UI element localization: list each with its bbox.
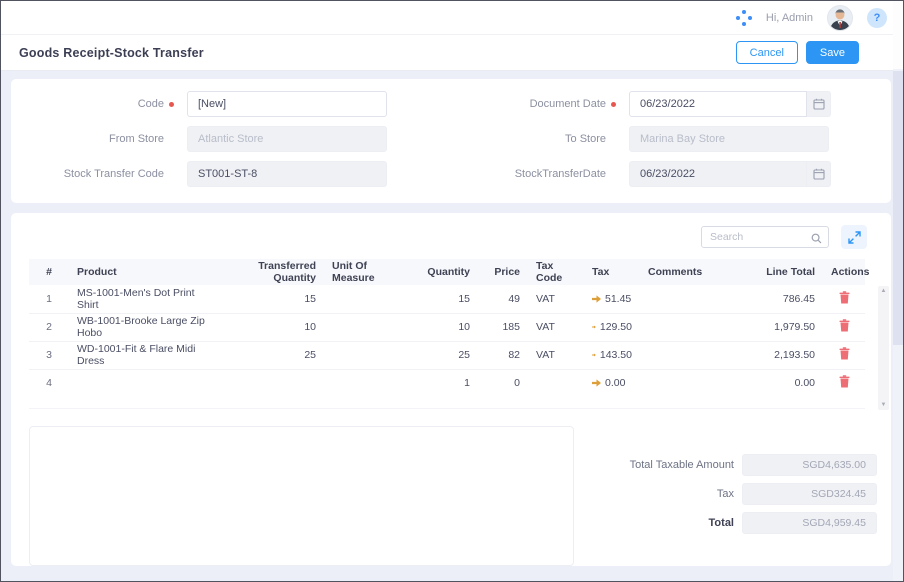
trash-icon [839, 319, 850, 332]
delete-row-button[interactable] [839, 375, 850, 388]
line-items-card: # Product Transferred Quantity Unit Of M… [11, 213, 891, 566]
table-header-row: # Product Transferred Quantity Unit Of M… [29, 259, 865, 285]
col-actions: Actions [823, 259, 865, 285]
apps-dots-icon[interactable] [736, 10, 752, 26]
field-stock-transfer-code: Stock Transfer Code ST001-ST-8 [29, 161, 431, 187]
scroll-down-icon[interactable]: ▼ [881, 402, 887, 408]
transfer-form-card: Code [New] Document Date 06/23/2022 [11, 79, 891, 203]
product-cell: MS-1001-Men's Dot Print Shirt [69, 285, 219, 313]
field-stock-transfer-date: StockTransferDate 06/23/2022 [471, 161, 873, 187]
field-code: Code [New] [29, 91, 431, 117]
to-store-label: To Store [471, 133, 606, 145]
table-row: 1 MS-1001-Men's Dot Print Shirt 15 15 49… [29, 285, 865, 313]
search-icon [811, 231, 822, 249]
table-row: 2 WB-1001-Brooke Large Zip Hobo 10 10 18… [29, 313, 865, 341]
line-items-table: # Product Transferred Quantity Unit Of M… [29, 259, 877, 409]
stock-transfer-date-input: 06/23/2022 [629, 161, 807, 187]
table-search [701, 226, 829, 248]
col-price: Price [478, 259, 528, 285]
stock-transfer-code-input: ST001-ST-8 [187, 161, 387, 187]
help-icon[interactable]: ? [867, 8, 887, 28]
scroll-up-icon[interactable]: ▲ [881, 288, 887, 294]
total-taxable-label: Total Taxable Amount [630, 459, 734, 471]
document-date-input[interactable]: 06/23/2022 [629, 91, 807, 117]
col-tax-code: Tax Code [528, 259, 584, 285]
calendar-icon[interactable] [807, 161, 831, 187]
col-product: Product [69, 259, 219, 285]
table-row: 4 1 0 0.00 0.00 [29, 369, 865, 397]
tax-row: Tax SGD324.45 [574, 483, 877, 505]
grand-total-value: SGD4,959.45 [742, 512, 877, 534]
table-row: 3 WD-1001-Fit & Flare Midi Dress 25 25 8… [29, 341, 865, 369]
tax-arrow-icon [592, 351, 596, 359]
required-marker [611, 102, 616, 107]
user-avatar[interactable] [827, 5, 853, 31]
tax-arrow-icon [592, 295, 601, 303]
total-taxable-row: Total Taxable Amount SGD4,635.00 [574, 454, 877, 476]
app-window: Hi, Admin ? Goods Receipt-Stock Transfer… [0, 0, 904, 582]
product-cell: WB-1001-Brooke Large Zip Hobo [69, 313, 219, 341]
col-tax: Tax [584, 259, 640, 285]
from-store-label: From Store [29, 133, 164, 145]
code-label: Code [29, 98, 164, 110]
avatar-photo [828, 6, 852, 30]
tax-arrow-icon [592, 323, 596, 331]
topbar: Hi, Admin ? [1, 1, 903, 35]
col-quantity: Quantity [412, 259, 478, 285]
required-marker [169, 102, 174, 107]
col-line-total: Line Total [740, 259, 823, 285]
expand-arrows-icon [848, 231, 861, 244]
tax-label: Tax [717, 488, 734, 500]
field-document-date: Document Date 06/23/2022 [471, 91, 873, 117]
calendar-icon[interactable] [807, 91, 831, 117]
col-uom: Unit Of Measure [324, 259, 412, 285]
tax-arrow-icon [592, 379, 601, 387]
code-input[interactable]: [New] [187, 91, 387, 117]
col-comments: Comments [640, 259, 740, 285]
total-taxable-value: SGD4,635.00 [742, 454, 877, 476]
trash-icon [839, 291, 850, 304]
col-num: # [29, 259, 69, 285]
field-to-store: To Store Marina Bay Store [471, 126, 873, 152]
search-input[interactable] [701, 226, 829, 248]
totals-panel: Total Taxable Amount SGD4,635.00 Tax SGD… [574, 426, 877, 566]
page-scrollbar-thumb[interactable] [893, 71, 903, 345]
col-transferred-qty: Transferred Quantity [219, 259, 324, 285]
cancel-button[interactable]: Cancel [736, 41, 798, 64]
to-store-input: Marina Bay Store [629, 126, 829, 152]
expand-table-button[interactable] [841, 225, 867, 249]
field-from-store: From Store Atlantic Store [29, 126, 431, 152]
stock-transfer-date-label: StockTransferDate [471, 168, 606, 180]
notes-textarea[interactable] [29, 426, 574, 566]
tax-value: SGD324.45 [742, 483, 877, 505]
delete-row-button[interactable] [839, 319, 850, 332]
page-scrollbar[interactable] [893, 1, 903, 581]
product-cell[interactable] [69, 369, 219, 397]
page-content: Code [New] Document Date 06/23/2022 [1, 71, 903, 566]
table-scrollbar[interactable]: ▲ ▼ [878, 286, 889, 410]
product-cell: WD-1001-Fit & Flare Midi Dress [69, 341, 219, 369]
stock-transfer-code-label: Stock Transfer Code [29, 168, 164, 180]
trash-icon [839, 375, 850, 388]
trash-icon [839, 347, 850, 360]
grand-total-label: Total [709, 517, 734, 529]
document-date-label: Document Date [471, 98, 606, 110]
delete-row-button[interactable] [839, 291, 850, 304]
save-button[interactable]: Save [806, 41, 859, 64]
user-greeting: Hi, Admin [766, 12, 813, 24]
page-title: Goods Receipt-Stock Transfer [19, 46, 204, 60]
delete-row-button[interactable] [839, 347, 850, 360]
grand-total-row: Total SGD4,959.45 [574, 512, 877, 534]
titlebar: Goods Receipt-Stock Transfer Cancel Save [1, 35, 903, 71]
from-store-input: Atlantic Store [187, 126, 387, 152]
